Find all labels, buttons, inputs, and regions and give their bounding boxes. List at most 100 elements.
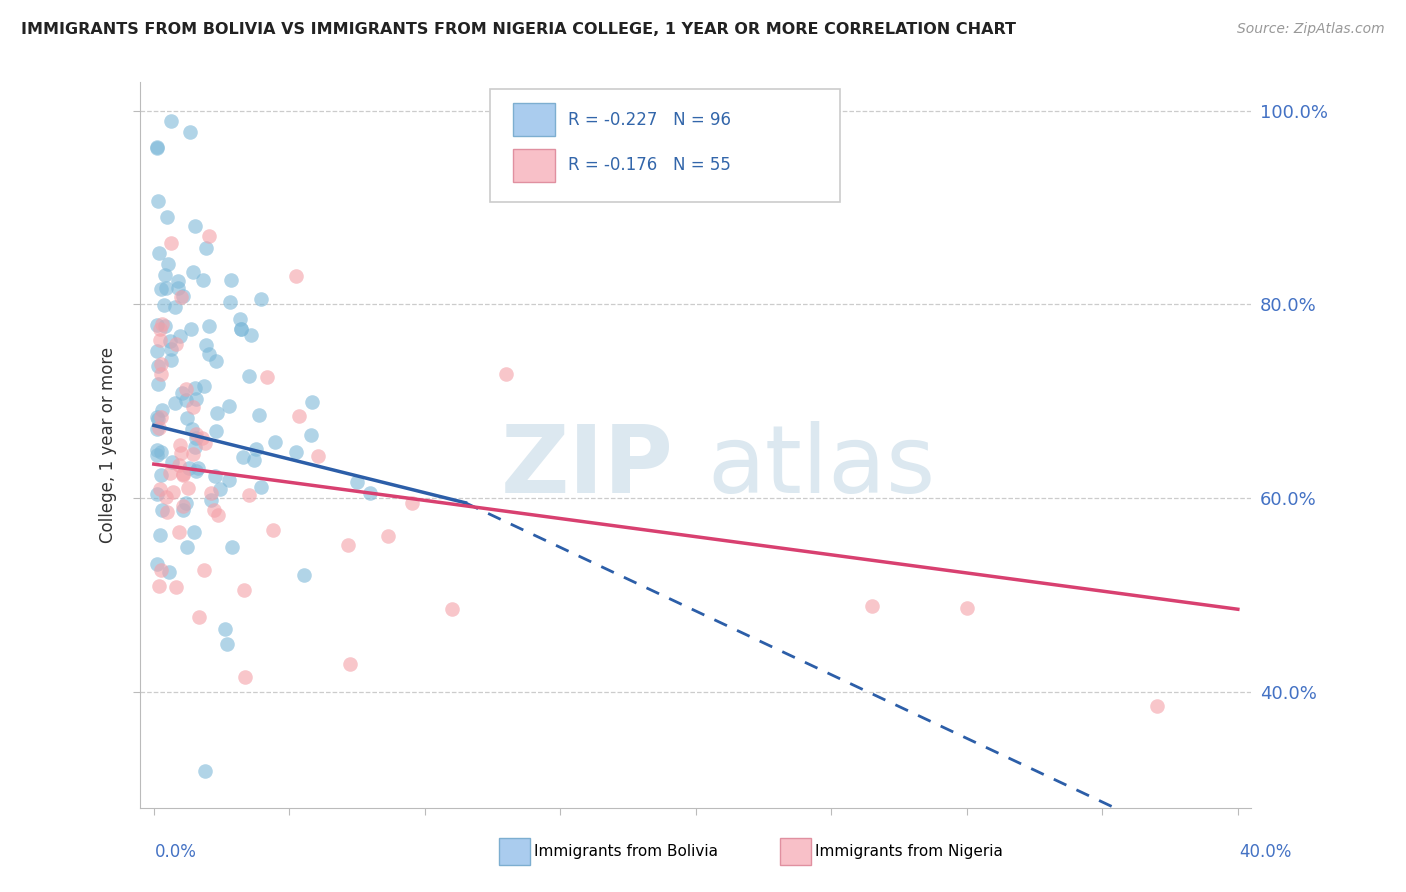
Point — [170, 446, 193, 460]
Point — [146, 442, 169, 457]
Point — [150, 410, 173, 425]
Text: ZIP: ZIP — [501, 420, 673, 513]
Point — [198, 347, 221, 361]
Point — [149, 563, 172, 577]
Text: 40.0%: 40.0% — [1239, 843, 1292, 861]
Point — [194, 436, 217, 450]
Point — [184, 392, 207, 406]
Point — [172, 503, 194, 517]
Point — [174, 382, 197, 396]
Point — [233, 670, 256, 684]
Point — [146, 376, 169, 391]
Point — [155, 490, 177, 504]
Point — [218, 295, 240, 310]
Point — [156, 504, 179, 518]
Point — [181, 422, 204, 436]
Point — [150, 403, 173, 417]
Point — [159, 466, 181, 480]
Point — [247, 409, 270, 423]
Point — [221, 541, 243, 555]
Point — [263, 434, 285, 449]
Point — [180, 322, 202, 336]
Point — [176, 411, 198, 425]
Point — [193, 378, 215, 392]
Point — [197, 319, 219, 334]
Point — [179, 125, 201, 139]
Point — [256, 370, 278, 384]
Point — [150, 357, 173, 371]
Point — [146, 359, 169, 373]
Point — [285, 268, 308, 283]
Point — [176, 392, 198, 407]
Point — [183, 524, 205, 539]
Point — [184, 382, 207, 396]
Text: R = -0.176   N = 55: R = -0.176 N = 55 — [568, 156, 731, 174]
Point — [148, 421, 170, 435]
Point — [153, 268, 176, 283]
FancyBboxPatch shape — [513, 103, 555, 136]
Point — [307, 449, 329, 463]
Text: Source: ZipAtlas.com: Source: ZipAtlas.com — [1237, 22, 1385, 37]
Text: Immigrants from Bolivia: Immigrants from Bolivia — [534, 845, 718, 859]
Y-axis label: College, 1 year or more: College, 1 year or more — [100, 347, 117, 543]
Point — [159, 334, 181, 348]
Point — [186, 427, 208, 442]
Point — [160, 113, 183, 128]
Point — [169, 438, 191, 452]
Point — [249, 292, 271, 306]
Point — [238, 488, 260, 502]
Point — [207, 508, 229, 523]
Point — [170, 289, 193, 303]
Point — [145, 557, 167, 571]
Point — [204, 425, 226, 439]
Point — [184, 219, 207, 233]
Point — [146, 344, 169, 359]
Point — [172, 499, 194, 513]
Point — [188, 610, 211, 624]
Point — [149, 482, 172, 496]
Point — [204, 354, 226, 368]
Point — [207, 406, 229, 420]
Point — [160, 455, 183, 469]
FancyBboxPatch shape — [491, 89, 841, 202]
Point — [299, 428, 322, 442]
Point — [146, 412, 169, 426]
Point — [145, 409, 167, 424]
Point — [150, 444, 173, 458]
Point — [145, 140, 167, 154]
Point — [194, 764, 217, 779]
Point — [232, 582, 254, 597]
Point — [174, 496, 197, 510]
Point — [156, 211, 179, 225]
Point — [209, 483, 232, 497]
Point — [193, 273, 215, 287]
Point — [359, 486, 381, 500]
Point — [172, 289, 194, 303]
Point — [167, 274, 190, 288]
Point — [401, 496, 423, 510]
Point — [170, 386, 193, 401]
Point — [249, 479, 271, 493]
Point — [229, 312, 252, 326]
Point — [301, 394, 323, 409]
Point — [262, 523, 284, 537]
Point — [1146, 698, 1168, 713]
Point — [145, 422, 167, 436]
Point — [195, 337, 218, 351]
Point — [202, 502, 225, 516]
Point — [956, 600, 979, 615]
Point — [218, 400, 240, 414]
Text: Immigrants from Nigeria: Immigrants from Nigeria — [815, 845, 1004, 859]
Point — [377, 529, 399, 543]
Point — [240, 327, 263, 342]
Point — [149, 333, 172, 347]
Point — [150, 503, 173, 517]
Point — [148, 579, 170, 593]
Point — [159, 566, 181, 580]
Point — [155, 281, 177, 295]
Point — [441, 601, 464, 615]
Point — [146, 194, 169, 209]
Point — [191, 431, 214, 445]
Point — [165, 301, 187, 315]
Point — [153, 298, 176, 312]
